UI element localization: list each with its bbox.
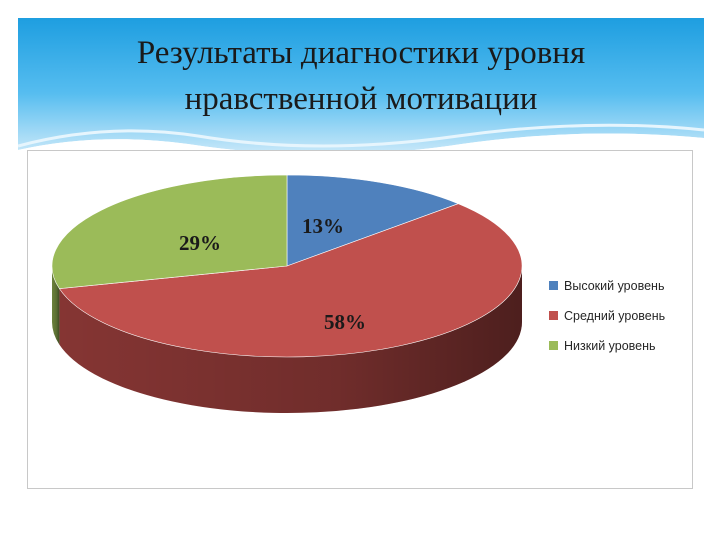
legend-label-2: Низкий уровень [564, 339, 656, 353]
title-line-1: Результаты диагностики уровня [136, 35, 586, 71]
pie-slice-1 [58, 203, 523, 358]
data-label-0: 13% [302, 214, 344, 238]
data-label-2: 29% [179, 231, 221, 255]
legend-swatch-2 [549, 341, 558, 350]
slide-header: Результаты диагностики уровня нравственн… [18, 18, 704, 168]
pie-data-labels: 13% 58% 29% [179, 214, 366, 334]
legend: Высокий уровень Средний уровень Низкий уро… [549, 279, 665, 353]
pie-slice-0 [286, 174, 460, 267]
chart-area: 13% 58% 29% Высокий уровень Средний уровень… [27, 150, 693, 489]
slide-title: Результаты диагностики уровня нравственн… [18, 30, 704, 122]
pie-slice-2 [51, 174, 288, 289]
legend-swatch-0 [549, 281, 558, 290]
legend-label-1: Средний уровень [564, 309, 665, 323]
pie-slices [51, 174, 523, 358]
pie-side-shade-1 [59, 266, 522, 413]
legend-swatch-1 [549, 311, 558, 320]
pie-chart: 13% 58% 29% Высокий уровень Средний уровень… [51, 174, 665, 413]
data-label-1: 58% [324, 310, 366, 334]
legend-label-0: Высокий уровень [564, 279, 664, 293]
title-line-2: нравственной мотивации [184, 81, 538, 117]
